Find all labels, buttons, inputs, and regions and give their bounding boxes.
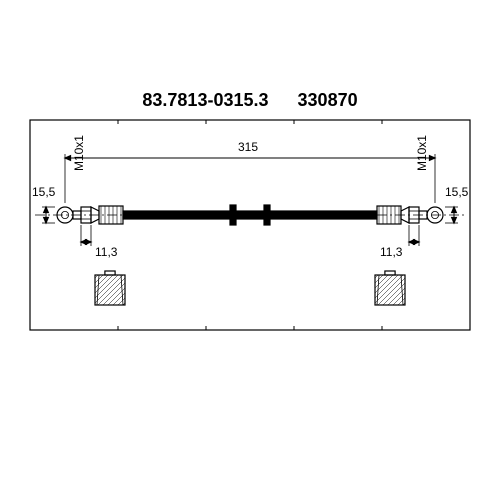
technical-drawing: { "header": { "part_number": "83.7813-03… — [0, 0, 500, 500]
drawing-svg — [0, 0, 500, 500]
